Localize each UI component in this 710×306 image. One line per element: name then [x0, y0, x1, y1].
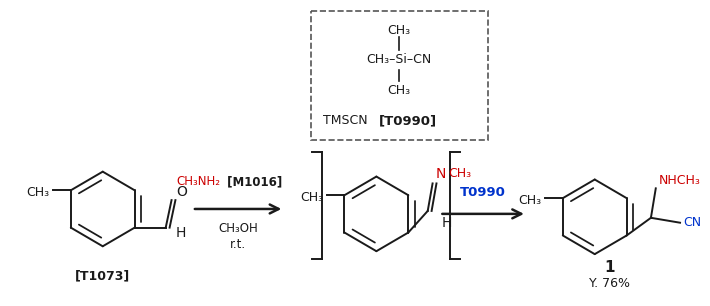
Text: CH₃–Si–CN: CH₃–Si–CN — [366, 53, 432, 66]
Text: CH₃: CH₃ — [387, 84, 410, 97]
Text: CH₃: CH₃ — [518, 194, 542, 207]
Text: NHCH₃: NHCH₃ — [659, 174, 701, 187]
Text: CH₃: CH₃ — [448, 167, 471, 180]
Text: 1: 1 — [604, 260, 615, 275]
Text: H: H — [442, 216, 452, 230]
Text: CH₃NH₂: CH₃NH₂ — [177, 175, 221, 188]
Text: N: N — [435, 167, 446, 181]
Text: [T0990]: [T0990] — [379, 114, 437, 127]
Text: O: O — [176, 185, 187, 199]
Text: Y. 76%: Y. 76% — [589, 277, 630, 290]
Text: CN: CN — [683, 216, 701, 229]
Text: CH₃: CH₃ — [387, 24, 410, 37]
Text: TMSCN: TMSCN — [323, 114, 371, 127]
Text: T0990: T0990 — [460, 186, 506, 199]
Text: CH₃: CH₃ — [26, 186, 50, 199]
Text: r.t.: r.t. — [230, 238, 246, 251]
Text: CH₃: CH₃ — [300, 191, 323, 204]
Text: CH₃OH: CH₃OH — [218, 222, 258, 235]
Text: H: H — [175, 226, 186, 240]
Text: [M1016]: [M1016] — [222, 175, 282, 188]
Text: [T1073]: [T1073] — [75, 269, 131, 282]
Bar — [312, 11, 488, 140]
